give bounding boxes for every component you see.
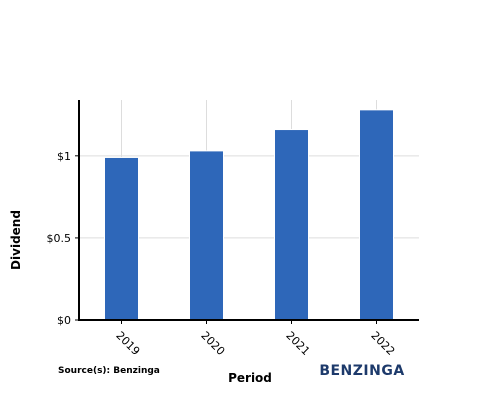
bar-2021 <box>274 129 309 321</box>
x-axis-title: Period <box>228 371 272 385</box>
y-axis-title: Dividend <box>9 210 23 270</box>
bar-2019 <box>104 156 139 321</box>
bars <box>104 109 394 321</box>
source-caption: Source(s): Benzinga <box>58 366 160 376</box>
y-tick-label: $0 <box>57 314 71 327</box>
x-tick-label: 2021 <box>283 329 312 358</box>
benzinga-logo: BENZINGA <box>319 363 404 379</box>
bar-2022 <box>359 109 394 321</box>
bar-2020 <box>189 150 224 321</box>
x-tick-label: 2020 <box>198 329 227 358</box>
x-tick-label: 2022 <box>368 329 397 358</box>
y-tick-label: $0.5 <box>47 232 72 245</box>
axes <box>78 100 419 321</box>
y-tick-label: $1 <box>57 150 71 163</box>
y-tick-labels: $0 $0.5 $1 <box>47 150 79 327</box>
x-tick-label: 2019 <box>113 329 142 358</box>
x-tick-labels: 2019 2020 2021 2022 <box>113 320 397 358</box>
